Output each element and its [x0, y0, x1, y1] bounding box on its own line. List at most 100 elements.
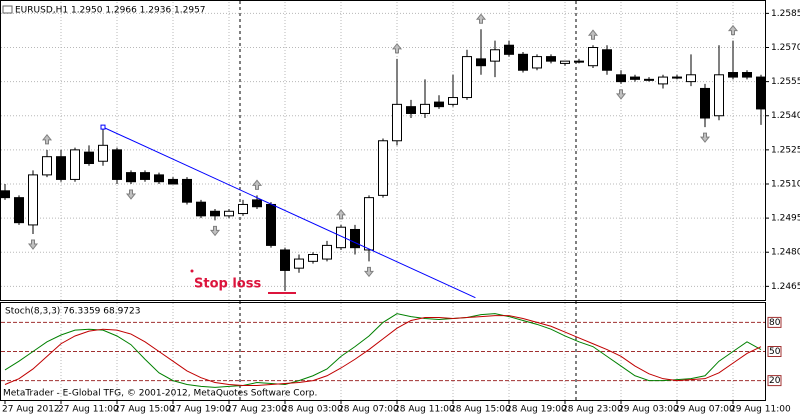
candle-body — [364, 197, 374, 251]
candle-body — [280, 249, 290, 271]
candle-body — [476, 58, 486, 67]
candle-body — [266, 203, 276, 246]
annotation: Stop loss — [194, 277, 261, 292]
candle-body — [224, 210, 234, 217]
y-tick-label: 1.2495 — [771, 214, 800, 224]
level-box — [767, 316, 782, 328]
y-tick-label: 1.2540 — [771, 111, 800, 121]
candle-body — [378, 140, 388, 196]
candle-body — [42, 156, 52, 176]
x-tick-label: 28 Aug 03:00 — [282, 405, 343, 415]
candle-body — [532, 56, 542, 69]
y-tick-label: 1.2510 — [771, 179, 800, 189]
candle-body — [14, 197, 24, 224]
candle-body — [602, 49, 612, 71]
x-tick-label: 28 Aug 19:00 — [506, 405, 567, 415]
candle-body — [308, 254, 318, 262]
candle-body — [168, 178, 178, 185]
candle-body — [518, 53, 528, 71]
candle-body — [462, 56, 472, 99]
candle-body — [434, 101, 444, 108]
x-tick-label: 29 Aug 07:00 — [674, 405, 735, 415]
candle-body — [644, 78, 654, 81]
chart-title: EURUSD,H1 1.2950 1.2966 1.2936 1.2957 — [15, 6, 206, 16]
x-tick-label: 27 Aug 2012 — [2, 405, 60, 415]
y-tick-label: 1.2525 — [771, 145, 800, 155]
candle-body — [686, 74, 696, 83]
candle-body — [504, 44, 514, 55]
candle-body — [588, 46, 598, 67]
candle-body — [392, 103, 402, 142]
candle-body — [28, 174, 38, 226]
y-tick-label: 80 — [769, 318, 781, 328]
fractal-up — [251, 179, 263, 190]
candle-body — [700, 87, 710, 119]
y-tick-label: 1.2480 — [771, 248, 800, 258]
candle-body — [420, 103, 430, 114]
fractal-down — [27, 239, 39, 250]
fractal-up — [41, 134, 53, 145]
candle-body — [238, 203, 248, 215]
candle-body — [0, 190, 10, 199]
trendline — [102, 126, 476, 299]
candle-body — [756, 76, 766, 110]
x-tick-label: 27 Aug 23:00 — [226, 405, 287, 415]
x-tick-label: 27 Aug 15:00 — [114, 405, 175, 415]
candle-body — [56, 156, 66, 180]
fractal-up — [335, 209, 347, 220]
candle-body — [126, 172, 136, 183]
annotation-dot — [190, 269, 194, 273]
x-tick-label: 28 Aug 07:00 — [338, 405, 399, 415]
symbol-icon — [2, 5, 13, 14]
candle-body — [210, 210, 220, 217]
candle-body — [350, 228, 360, 249]
candle-body — [560, 60, 570, 64]
x-tick-label: 27 Aug 19:00 — [170, 405, 231, 415]
candle-body — [182, 178, 192, 203]
trendline-handle — [100, 124, 106, 130]
fractal-down — [363, 266, 375, 278]
candle-body — [84, 151, 94, 165]
fractal-up — [475, 13, 487, 24]
y-tick-label: 1.2585 — [771, 9, 800, 19]
fractal-down — [615, 89, 627, 100]
candle-body — [196, 201, 206, 217]
footer-note: MetaTrader - E-Global TFG, © 2001-2012, … — [3, 389, 317, 399]
fractal-up — [727, 24, 739, 36]
candle-body — [574, 60, 584, 63]
candle-body — [616, 74, 626, 83]
y-tick-label: 20 — [769, 376, 781, 386]
candle-body — [154, 174, 164, 183]
level-box — [767, 375, 782, 387]
candle-body — [728, 72, 738, 78]
fractal-down — [209, 225, 221, 237]
fractal-down — [699, 132, 711, 143]
indicator-title: Stoch(8,3,3) 76.3359 68.9723 — [5, 307, 140, 317]
y-tick-label: 1.2465 — [771, 282, 800, 292]
x-tick-label: 29 Aug 11:00 — [730, 405, 791, 415]
candle-body — [336, 226, 346, 249]
candle-body — [406, 106, 416, 114]
candle-body — [742, 72, 752, 78]
x-tick-label: 28 Aug 11:00 — [394, 405, 455, 415]
stoch-line — [4, 315, 762, 386]
candle-body — [672, 76, 682, 79]
candle-body — [658, 76, 668, 85]
fractal-up — [391, 43, 403, 54]
candle-body — [294, 258, 304, 269]
candle-body — [448, 97, 458, 105]
y-tick-label: 50 — [769, 347, 781, 357]
y-tick-label: 1.2570 — [771, 43, 800, 53]
fractal-up — [587, 29, 599, 40]
candle-body — [252, 199, 262, 208]
y-tick-label: 1.2555 — [771, 77, 800, 87]
stoch-line — [4, 313, 762, 388]
candle-body — [322, 244, 332, 260]
candle-body — [630, 76, 640, 80]
x-tick-label: 28 Aug 23:00 — [562, 405, 623, 415]
fractal-down — [125, 189, 137, 200]
candle-body — [112, 149, 122, 180]
